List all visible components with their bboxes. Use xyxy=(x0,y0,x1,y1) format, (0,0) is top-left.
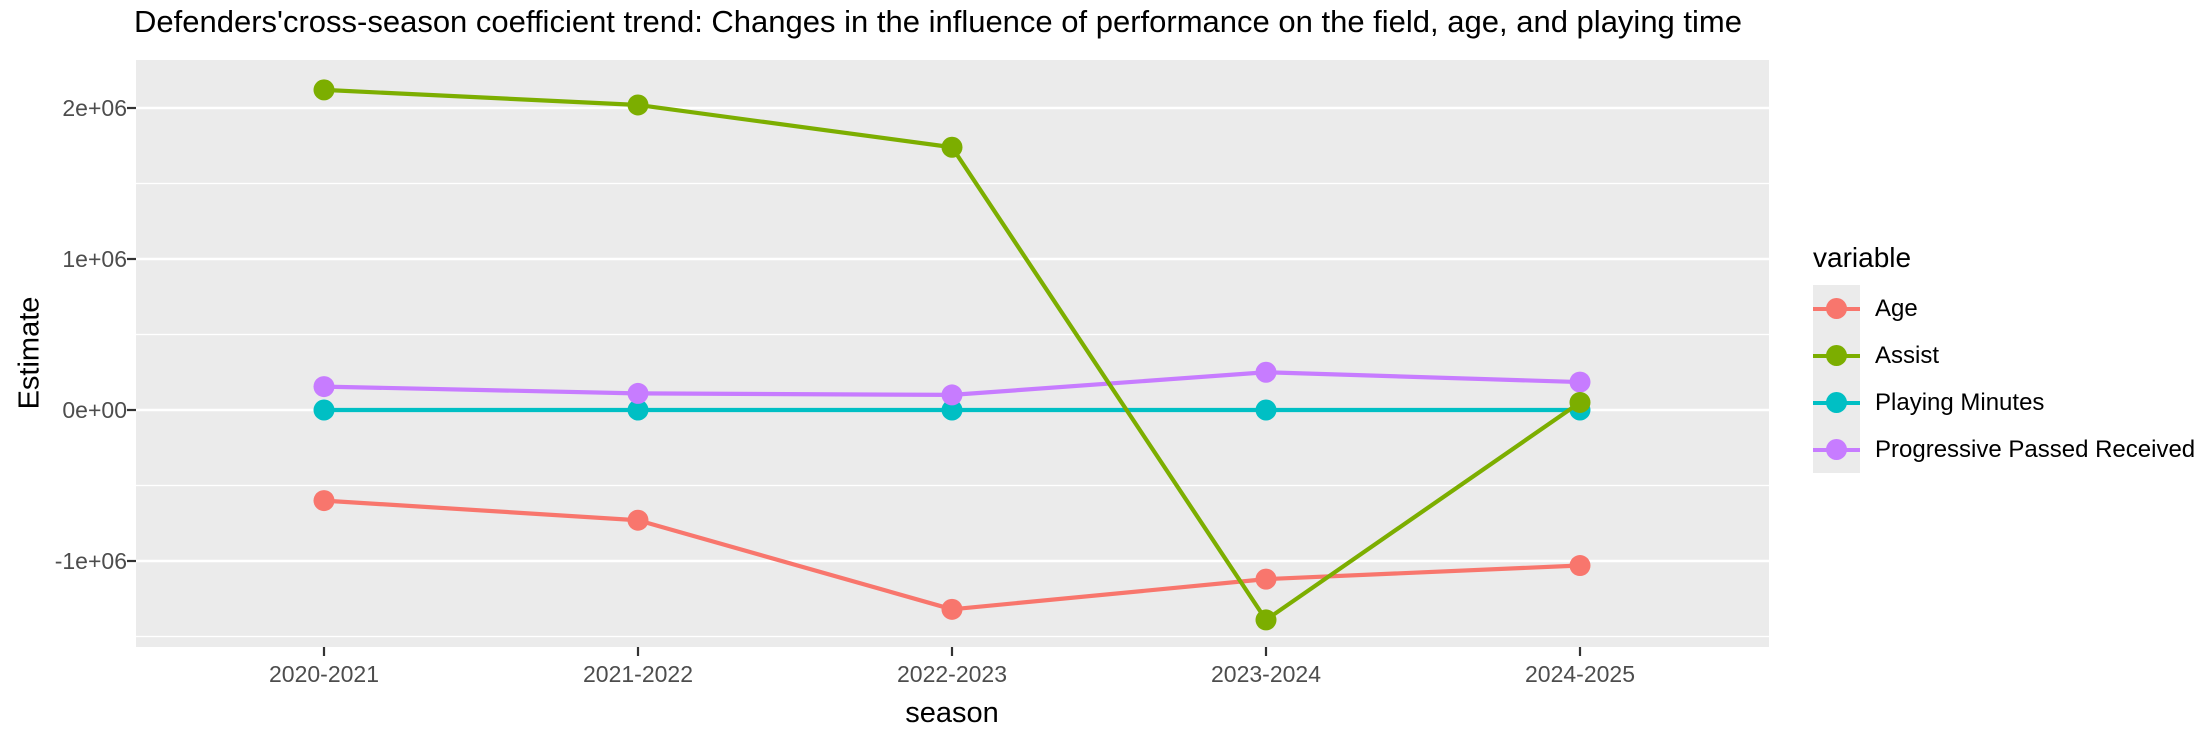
data-point-assist xyxy=(941,136,963,158)
data-point-age xyxy=(941,598,963,620)
plot-panel xyxy=(136,60,1769,647)
data-point-assist xyxy=(1255,609,1277,631)
x-tick-label: 2022-2023 xyxy=(897,661,1007,687)
data-point-assist xyxy=(1569,391,1591,413)
legend-item-age: Age xyxy=(1813,285,2195,332)
data-point-assist xyxy=(313,79,335,101)
legend-point-icon xyxy=(1826,298,1847,319)
x-tick-label: 2021-2022 xyxy=(583,661,693,687)
data-point-progressive-passed-received xyxy=(1569,371,1591,393)
data-point-playing-minutes xyxy=(627,399,649,421)
data-point-progressive-passed-received xyxy=(627,382,649,404)
y-tick-label: 2e+06 xyxy=(62,95,127,121)
data-point-progressive-passed-received xyxy=(1255,361,1277,383)
data-point-playing-minutes xyxy=(941,399,963,421)
legend-key-assist xyxy=(1813,332,1860,379)
x-tick-label: 2020-2021 xyxy=(269,661,379,687)
data-point-age xyxy=(313,490,335,512)
legend-label: Age xyxy=(1875,294,1918,322)
y-tick-label: -1e+06 xyxy=(54,548,127,574)
data-point-playing-minutes xyxy=(1255,399,1277,421)
data-point-progressive-passed-received xyxy=(941,384,963,406)
x-axis-title: season xyxy=(905,697,999,729)
legend-point-icon xyxy=(1826,392,1847,413)
legend: variable Age Assist Playing Minutes Prog… xyxy=(1813,241,2195,473)
legend-key-age xyxy=(1813,285,1860,332)
y-tick-label: 1e+06 xyxy=(62,246,127,272)
data-point-age xyxy=(1255,568,1277,590)
y-tick-label: 0e+00 xyxy=(62,397,127,423)
data-point-age xyxy=(1569,555,1591,577)
data-point-age xyxy=(627,509,649,531)
x-tick-label: 2024-2025 xyxy=(1525,661,1635,687)
data-point-assist xyxy=(627,94,649,116)
legend-label: Playing Minutes xyxy=(1875,388,2045,416)
legend-title: variable xyxy=(1813,242,1912,273)
x-tick-label: 2023-2024 xyxy=(1211,661,1321,687)
legend-label: Assist xyxy=(1875,341,1940,369)
legend-key-progressive-passed-received xyxy=(1813,426,1860,473)
chart-title: Defenders'cross-season coefficient trend… xyxy=(134,4,1742,39)
data-point-playing-minutes xyxy=(313,399,335,421)
legend-key-playing-minutes xyxy=(1813,379,1860,426)
legend-point-icon xyxy=(1826,345,1847,366)
legend-item-assist: Assist xyxy=(1813,332,2195,379)
legend-point-icon xyxy=(1826,439,1847,460)
legend-item-progressive-passed-received: Progressive Passed Received xyxy=(1813,426,2195,473)
data-point-progressive-passed-received xyxy=(313,376,335,398)
legend-item-playing-minutes: Playing Minutes xyxy=(1813,379,2195,426)
legend-label: Progressive Passed Received xyxy=(1875,435,2196,463)
